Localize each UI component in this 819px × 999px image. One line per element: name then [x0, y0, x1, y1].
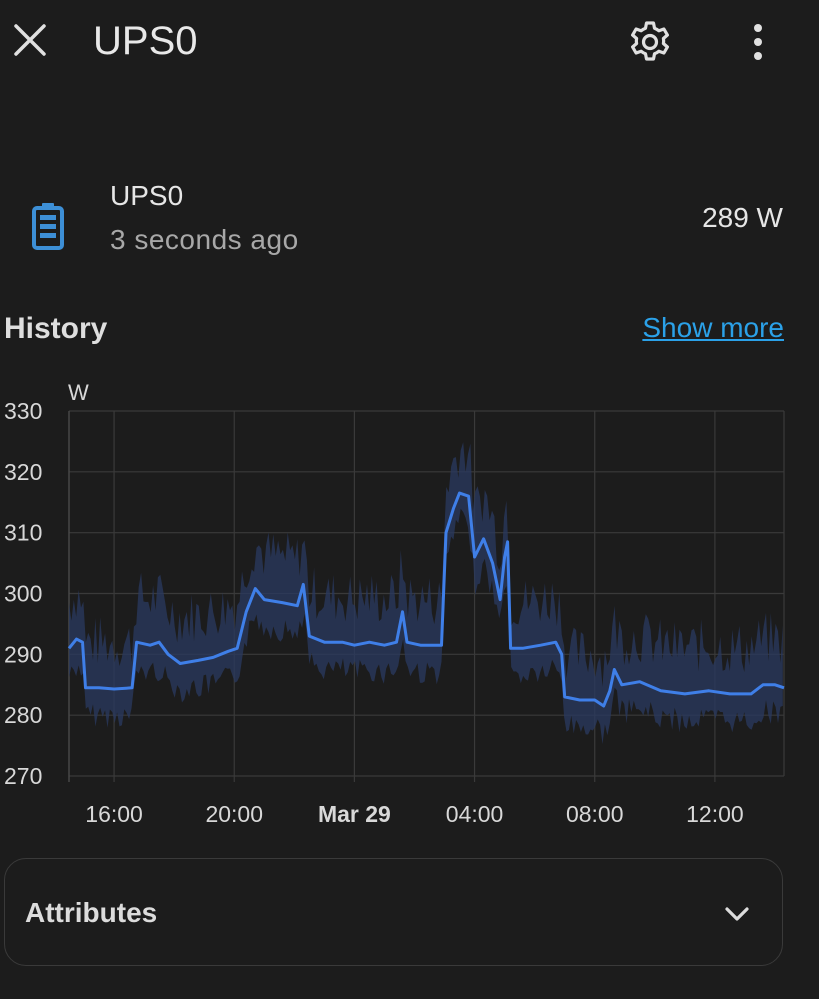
history-chart[interactable]: 330 320 310 300 290 280 270 W 16:00 20:00 Mar 29 04… — [0, 370, 819, 840]
y-tick-label: 320 — [4, 459, 42, 485]
top-app-bar: UPS0 — [0, 0, 819, 86]
power-series-line — [67, 491, 785, 708]
y-tick-label: 270 — [4, 763, 42, 789]
close-button[interactable] — [8, 18, 52, 62]
page-title: UPS0 — [93, 19, 198, 63]
x-tick-label: 08:00 — [566, 801, 624, 827]
history-heading: History — [4, 312, 108, 345]
chevron-down-icon — [725, 907, 749, 921]
y-tick-label: 290 — [4, 641, 42, 667]
more-vertical-icon — [754, 24, 762, 60]
x-tick-label: 20:00 — [205, 801, 263, 827]
entity-state-value: 289 W — [702, 202, 783, 233]
more-options-button[interactable] — [736, 18, 780, 66]
battery-icon — [30, 202, 66, 250]
y-tick-label: 300 — [4, 581, 42, 607]
min-max-band — [69, 442, 783, 745]
x-tick-label: 04:00 — [446, 801, 504, 827]
y-tick-label: 330 — [4, 398, 42, 424]
y-tick-label: 310 — [4, 520, 42, 546]
x-tick-label: Mar 29 — [318, 801, 391, 827]
y-axis-label: W — [68, 380, 89, 405]
settings-button[interactable] — [626, 18, 674, 66]
y-tick-label: 280 — [4, 702, 42, 728]
attributes-expander[interactable]: Attributes — [4, 858, 783, 966]
gear-icon — [631, 21, 669, 61]
x-tick-label: 12:00 — [686, 801, 744, 827]
entity-name: UPS0 — [110, 180, 184, 211]
close-icon — [14, 24, 46, 56]
show-more-link[interactable]: Show more — [642, 312, 784, 343]
attributes-label: Attributes — [25, 897, 158, 928]
x-tick-label: 16:00 — [85, 801, 143, 827]
entity-row: UPS0 3 seconds ago 289 W — [0, 170, 819, 270]
last-updated-text: 3 seconds ago — [110, 224, 299, 255]
